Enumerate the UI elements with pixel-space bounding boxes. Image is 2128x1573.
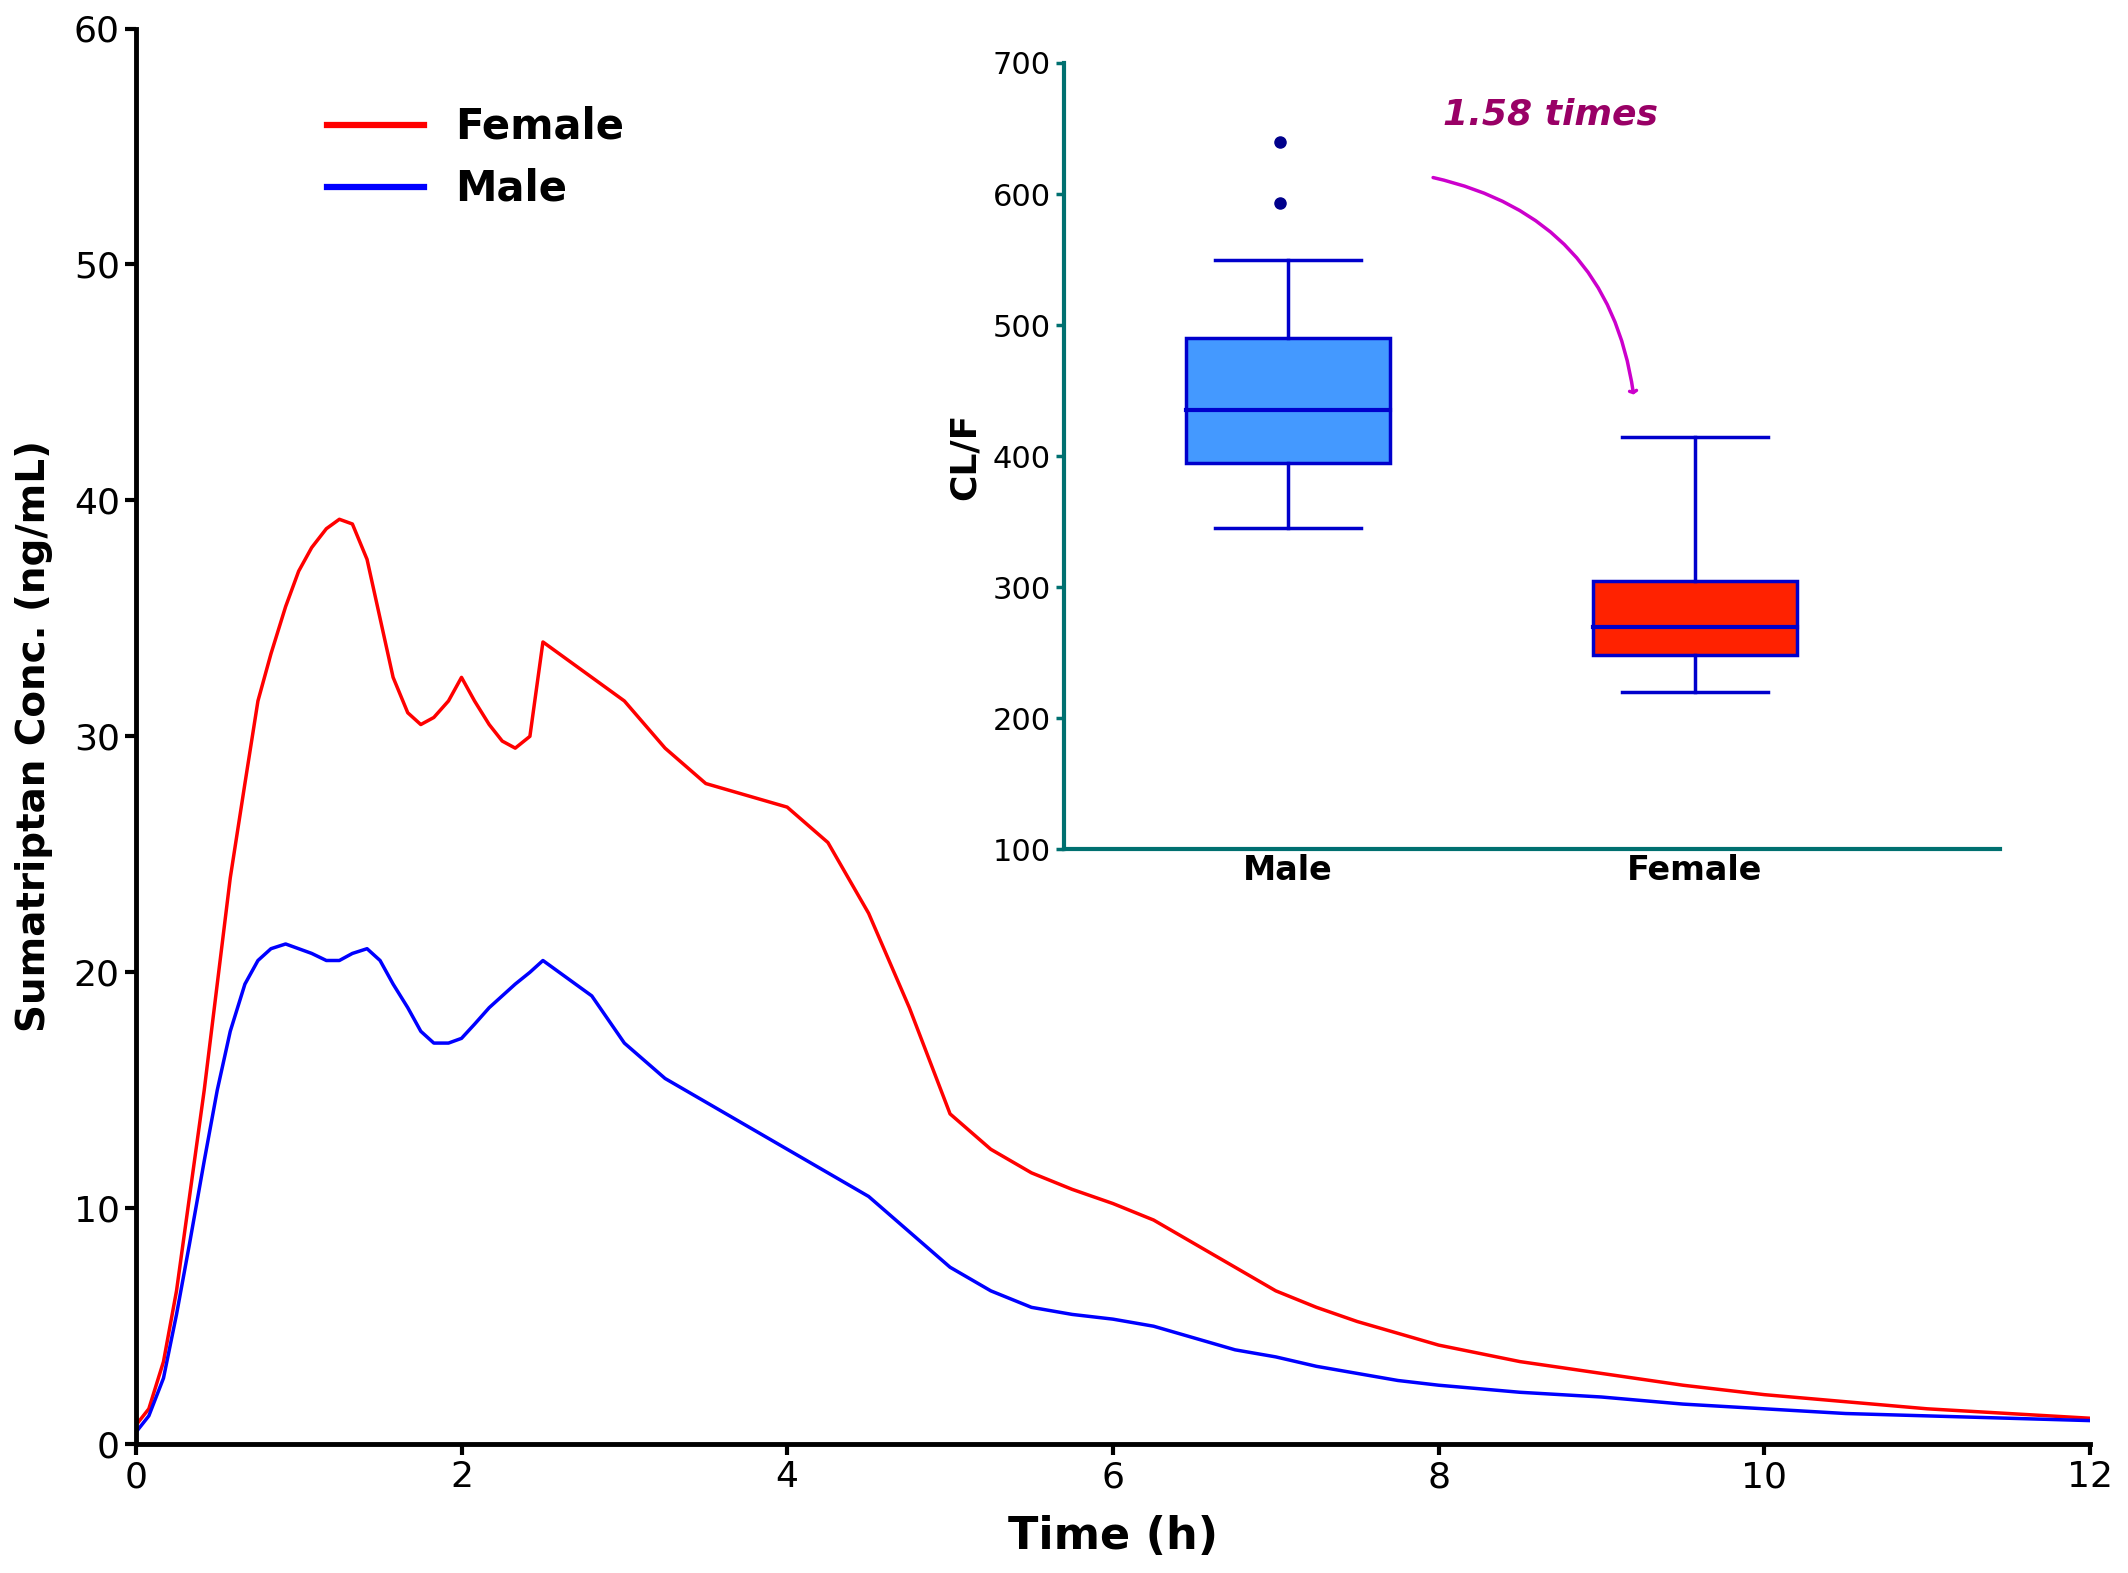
Y-axis label: Sumatriptan Conc. (ng/mL): Sumatriptan Conc. (ng/mL) — [15, 440, 53, 1032]
Male — [562, 975, 587, 994]
Male — [123, 1424, 149, 1442]
Male — [896, 1222, 921, 1241]
Female — [855, 904, 881, 923]
Male — [653, 1070, 679, 1089]
Male — [489, 986, 515, 1005]
Male — [855, 1188, 881, 1206]
Female — [896, 999, 921, 1018]
Y-axis label: CL/F: CL/F — [947, 412, 981, 500]
Male — [232, 975, 257, 994]
Bar — [1594, 580, 1796, 656]
Male — [2077, 1411, 2102, 1430]
Legend: Female, Male: Female, Male — [311, 90, 641, 225]
Line: Female: Female — [136, 519, 2090, 1425]
Female — [123, 1416, 149, 1435]
Female — [232, 774, 257, 793]
Female — [562, 656, 587, 675]
X-axis label: Time (h): Time (h) — [1009, 1515, 1217, 1557]
Female — [653, 739, 679, 758]
Male — [272, 934, 298, 953]
Female — [326, 510, 351, 529]
Bar — [1185, 338, 1390, 462]
Female — [489, 731, 515, 750]
Female — [2077, 1409, 2102, 1428]
Text: 1.58 times: 1.58 times — [1443, 98, 1658, 132]
Line: Male: Male — [136, 944, 2090, 1433]
